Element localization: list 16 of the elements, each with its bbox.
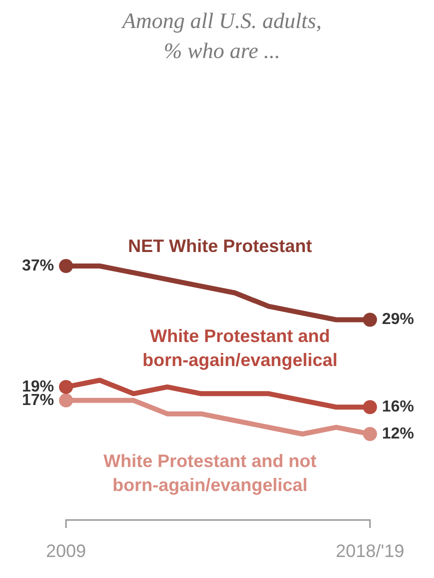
series-label: White Protestant and not born-again/evangelical: [104, 450, 316, 495]
point: [363, 427, 377, 441]
series-label: NET White Protestant: [128, 236, 312, 256]
data-label: 16%: [382, 398, 414, 416]
data-label: 37%: [22, 257, 54, 274]
series-label: White Protestant and born-again/evangelical: [142, 326, 338, 370]
point: [59, 393, 73, 408]
data-label: 12%: [382, 425, 414, 442]
chart-title: Among all U.S. adults, % who are ...: [120, 7, 323, 65]
point: [363, 400, 377, 414]
point: [363, 312, 377, 327]
x-tick-label: 2009: [46, 540, 86, 561]
data-label: 29%: [382, 311, 414, 328]
point: [59, 259, 73, 273]
x-tick-label: 2018/'19: [336, 540, 404, 561]
point: [59, 380, 73, 394]
